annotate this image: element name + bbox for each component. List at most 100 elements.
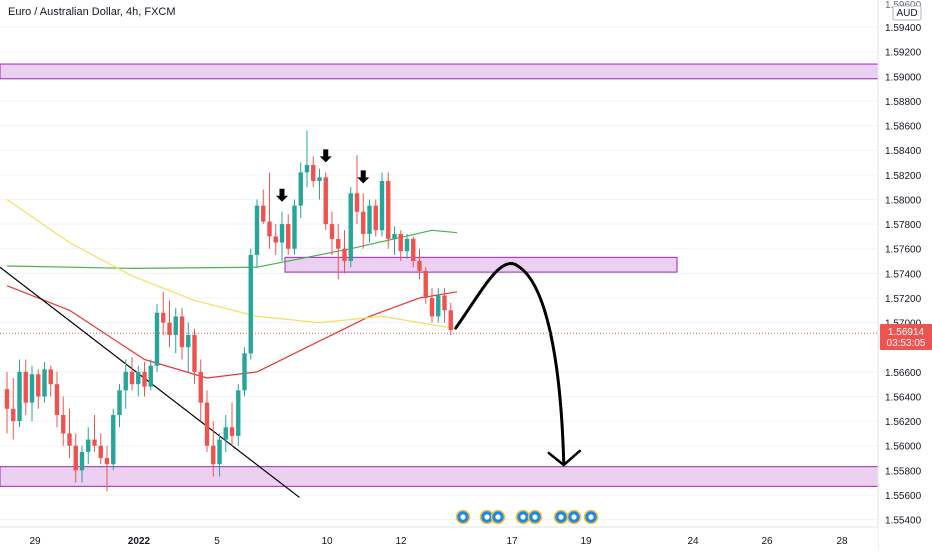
candle xyxy=(392,226,397,255)
candle xyxy=(229,402,235,446)
event-icons[interactable] xyxy=(455,509,599,525)
candle-body xyxy=(404,238,410,252)
candle-body xyxy=(142,371,147,387)
down-arrow-icon xyxy=(319,149,332,163)
candle-body xyxy=(173,316,178,335)
candle xyxy=(323,172,328,231)
candle xyxy=(273,224,278,255)
time-label: 19 xyxy=(580,536,592,547)
price-tick-label: 1.57200 xyxy=(885,294,922,305)
time-label: 29 xyxy=(29,536,41,547)
candle-body xyxy=(398,233,403,252)
candle xyxy=(404,233,410,259)
time-label: 10 xyxy=(321,536,333,547)
candle xyxy=(367,199,372,243)
candle-body xyxy=(36,374,41,397)
candle-body xyxy=(23,371,28,403)
projection-curve xyxy=(454,262,566,465)
candle xyxy=(217,433,222,477)
price-tick-label: 1.55800 xyxy=(885,466,922,477)
candle-body xyxy=(48,369,53,385)
candle-body xyxy=(392,233,397,239)
candle-body xyxy=(86,439,91,452)
candle xyxy=(373,199,378,237)
event-icon[interactable] xyxy=(515,509,531,525)
candle xyxy=(242,347,247,397)
price-tick-label: 1.59200 xyxy=(885,48,922,59)
price-tick-label: 1.59000 xyxy=(885,72,922,83)
candle-body xyxy=(211,445,216,465)
candle-body xyxy=(261,205,266,222)
candle xyxy=(192,328,197,385)
currency-label[interactable]: AUD xyxy=(896,8,917,19)
candle xyxy=(98,433,103,465)
candle xyxy=(61,396,66,446)
price-tick-label: 1.57400 xyxy=(885,269,922,280)
down-arrow-icon xyxy=(357,170,370,184)
price-tick-label: 1.56400 xyxy=(885,392,922,403)
candle-body xyxy=(442,295,447,311)
candle xyxy=(417,248,422,280)
event-icon-dot xyxy=(558,514,564,520)
price-tick-label: 1.58000 xyxy=(885,195,922,206)
candle xyxy=(298,162,303,218)
candle xyxy=(48,365,53,397)
candle xyxy=(304,130,310,188)
time-label: 26 xyxy=(761,536,773,547)
candle-body xyxy=(292,205,297,249)
price-tick-label: 1.58200 xyxy=(885,171,922,182)
event-icon[interactable] xyxy=(527,509,543,525)
price-tick-label: 1.57600 xyxy=(885,245,922,256)
candle-body xyxy=(117,390,122,415)
candle-body xyxy=(386,181,391,239)
candle xyxy=(292,199,297,255)
event-icon[interactable] xyxy=(455,509,471,525)
current-price-label: 1.56914 xyxy=(888,327,925,338)
candle-body xyxy=(286,224,291,249)
candle-body xyxy=(54,384,60,415)
candle xyxy=(311,156,316,188)
candle-body xyxy=(448,310,453,330)
candle-body xyxy=(217,439,222,465)
event-icon-dot xyxy=(571,514,577,520)
candle-body xyxy=(367,205,372,234)
price-tick-label: 1.57800 xyxy=(885,220,922,231)
event-icon[interactable] xyxy=(553,509,569,525)
candle xyxy=(11,378,16,440)
candle-body xyxy=(379,181,385,231)
candle xyxy=(386,172,391,249)
price-tick-label: 1.56600 xyxy=(885,368,922,379)
candle-body xyxy=(298,172,303,206)
candle xyxy=(167,300,172,348)
candle-body xyxy=(311,164,316,182)
time-label: 24 xyxy=(687,536,699,547)
moving-average-line xyxy=(6,285,458,379)
candle-body xyxy=(167,322,172,335)
event-icon[interactable] xyxy=(566,509,582,525)
moving-average-line xyxy=(6,229,458,269)
candle xyxy=(317,168,322,200)
price-tick-label: 1.58800 xyxy=(885,97,922,108)
candle-body xyxy=(192,334,197,372)
candle xyxy=(254,199,260,268)
candle xyxy=(186,322,191,372)
candle xyxy=(67,408,72,459)
candle xyxy=(29,365,35,422)
candle-body xyxy=(411,238,416,262)
symbol-title[interactable]: Euro / Australian Dollar, 4h, FXCM xyxy=(6,5,178,19)
candle xyxy=(92,414,97,452)
candle-body xyxy=(42,369,47,397)
candle xyxy=(173,307,178,354)
candle xyxy=(248,248,253,360)
candle-body xyxy=(317,177,322,182)
event-icon[interactable] xyxy=(583,509,599,525)
candle-body xyxy=(67,433,72,446)
candle-body xyxy=(236,390,241,436)
candle-body xyxy=(304,164,310,173)
event-icon[interactable] xyxy=(490,509,506,525)
candle-body xyxy=(123,371,128,391)
candle xyxy=(17,359,22,428)
candle-body xyxy=(273,236,278,243)
